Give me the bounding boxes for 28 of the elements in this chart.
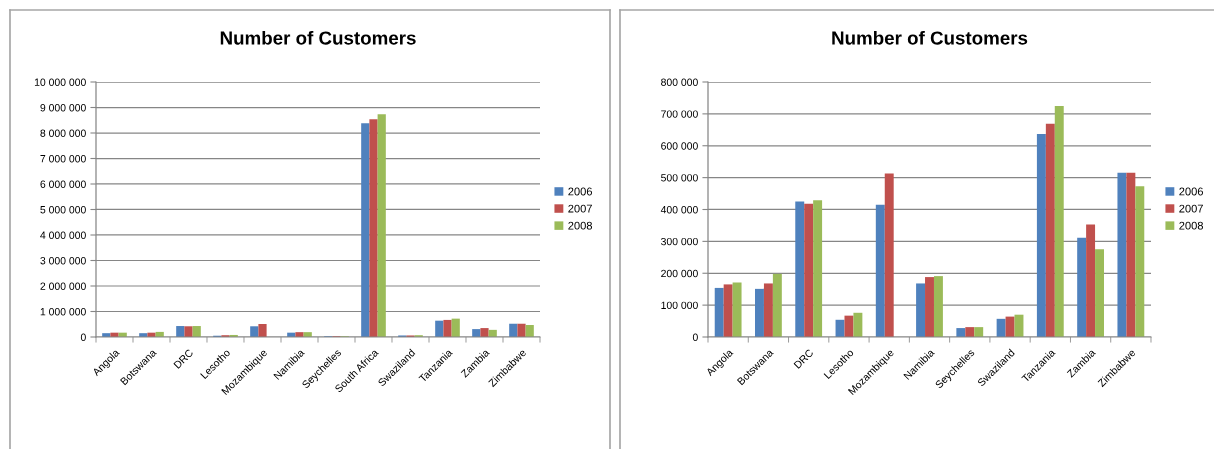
y-tick-label: 1 000 000 (40, 308, 86, 316)
y-tick-label: 6 000 000 (40, 180, 86, 188)
legend-label: 2007 (1179, 204, 1203, 213)
y-tick-label: 8 000 000 (40, 129, 86, 137)
y-tick-label: 7 000 000 (40, 155, 86, 163)
y-tick-label: 2 000 000 (40, 282, 86, 290)
y-tick-label: 200 000 (661, 269, 698, 278)
legend-label: 2006 (568, 187, 592, 196)
y-tick-label: 300 000 (661, 237, 698, 246)
legend-label: 2008 (568, 221, 593, 230)
y-tick-label: 600 000 (661, 142, 698, 150)
y-tick-label: 700 000 (661, 110, 698, 118)
y-tick-label: 500 000 (661, 174, 698, 182)
chart-title: Number of Customers (220, 30, 416, 45)
y-tick-label: 3 000 000 (40, 257, 86, 265)
y-tick-label: 0 (80, 333, 86, 341)
legend-label: 2008 (1179, 221, 1203, 230)
legend-label: 2006 (1179, 187, 1203, 196)
legend-label: 2007 (568, 204, 592, 213)
y-tick-label: 100 000 (661, 301, 698, 309)
y-tick-label: 400 000 (660, 206, 698, 214)
y-tick-label: 4 000 000 (40, 231, 86, 239)
chart-title: Number of Customers (832, 30, 1028, 45)
y-tick-label: 9 000 000 (40, 104, 86, 112)
y-tick-label: 800 000 (661, 78, 698, 86)
y-tick-label: 10 000 000 (34, 78, 86, 86)
y-tick-label: 5 000 000 (40, 206, 86, 214)
y-tick-label: 0 (692, 333, 698, 341)
